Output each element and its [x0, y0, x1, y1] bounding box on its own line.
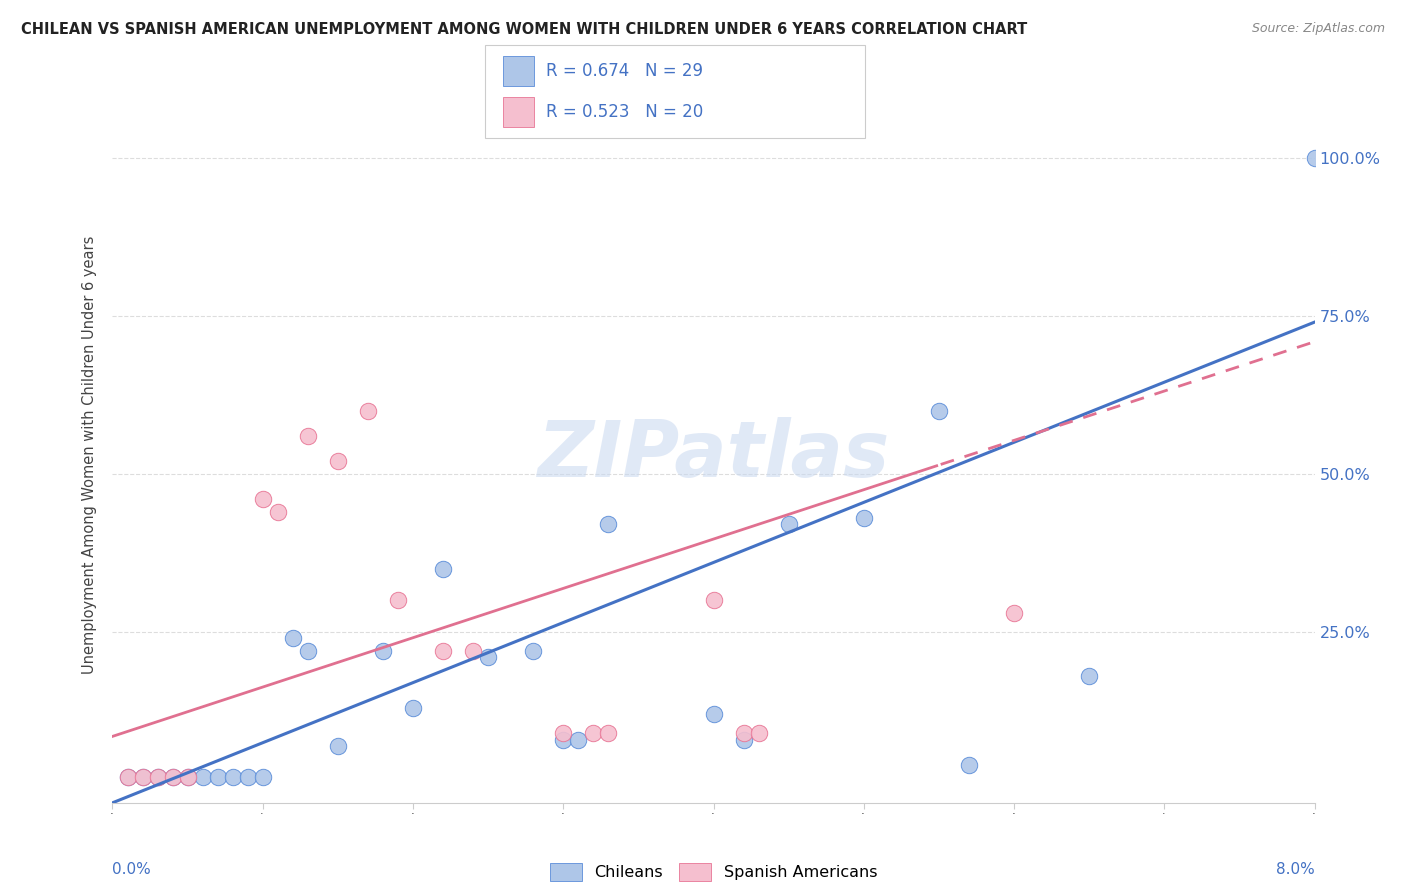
- Point: [297, 429, 319, 443]
- Point: [222, 771, 245, 785]
- Point: [553, 726, 575, 740]
- Point: [461, 644, 484, 658]
- Point: [281, 632, 304, 646]
- Point: [176, 771, 198, 785]
- Text: 8.0%: 8.0%: [1275, 862, 1315, 877]
- Point: [146, 771, 169, 785]
- Point: [733, 726, 755, 740]
- Point: [1303, 151, 1326, 165]
- Point: [252, 492, 274, 507]
- Point: [176, 771, 198, 785]
- Point: [326, 739, 349, 753]
- Point: [567, 732, 589, 747]
- Point: [146, 771, 169, 785]
- Point: [387, 593, 409, 607]
- Point: [1078, 669, 1101, 683]
- Point: [957, 757, 980, 772]
- Point: [252, 771, 274, 785]
- Point: [553, 732, 575, 747]
- Text: ZIPatlas: ZIPatlas: [537, 417, 890, 493]
- Text: R = 0.523   N = 20: R = 0.523 N = 20: [546, 103, 703, 121]
- Point: [326, 454, 349, 468]
- Point: [748, 726, 770, 740]
- Point: [236, 771, 259, 785]
- Point: [598, 726, 620, 740]
- Point: [117, 771, 139, 785]
- Point: [162, 771, 184, 785]
- Point: [371, 644, 394, 658]
- Text: CHILEAN VS SPANISH AMERICAN UNEMPLOYMENT AMONG WOMEN WITH CHILDREN UNDER 6 YEARS: CHILEAN VS SPANISH AMERICAN UNEMPLOYMENT…: [21, 22, 1028, 37]
- Point: [432, 644, 454, 658]
- Point: [928, 403, 950, 417]
- Point: [582, 726, 605, 740]
- Point: [598, 517, 620, 532]
- Point: [117, 771, 139, 785]
- Point: [852, 511, 875, 525]
- Text: 0.0%: 0.0%: [112, 862, 152, 877]
- Point: [702, 707, 725, 722]
- Point: [162, 771, 184, 785]
- Legend: Chileans, Spanish Americans: Chileans, Spanish Americans: [541, 855, 886, 888]
- Y-axis label: Unemployment Among Women with Children Under 6 years: Unemployment Among Women with Children U…: [82, 235, 97, 674]
- Point: [357, 403, 380, 417]
- Point: [131, 771, 153, 785]
- Point: [702, 593, 725, 607]
- Point: [207, 771, 229, 785]
- Point: [477, 650, 499, 665]
- Point: [778, 517, 800, 532]
- Text: Source: ZipAtlas.com: Source: ZipAtlas.com: [1251, 22, 1385, 36]
- Point: [267, 505, 290, 519]
- Text: R = 0.674   N = 29: R = 0.674 N = 29: [546, 62, 703, 80]
- Point: [733, 732, 755, 747]
- Point: [522, 644, 544, 658]
- Point: [1002, 606, 1025, 620]
- Point: [131, 771, 153, 785]
- Point: [432, 562, 454, 576]
- Point: [191, 771, 214, 785]
- Point: [297, 644, 319, 658]
- Point: [402, 701, 425, 715]
